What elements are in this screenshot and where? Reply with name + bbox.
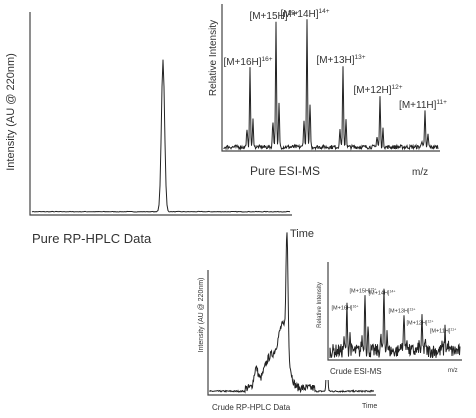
- charge: 14+: [389, 290, 395, 294]
- y-label: Relative Intensity: [317, 282, 323, 328]
- peak-label: [M+14H]14+: [369, 290, 396, 297]
- y-label: Relative Intensity: [208, 20, 219, 96]
- peak-label: [M+16H]16+: [223, 56, 272, 68]
- x-label: Time: [362, 403, 377, 410]
- x-label: Time: [290, 228, 314, 240]
- charge: 16+: [352, 305, 358, 309]
- ion: [M+13H]: [316, 55, 354, 66]
- charge: 12+: [392, 84, 403, 91]
- ion: [M+12H]: [407, 321, 428, 327]
- peak-label: [M+14H]14+: [280, 8, 329, 20]
- caption: Pure ESI-MS: [250, 164, 320, 178]
- inset-bg: [312, 258, 464, 380]
- inset-bg: [206, 2, 442, 180]
- axes: [29, 12, 292, 216]
- peak-label: [M+13H]13+: [316, 54, 365, 66]
- ion: [M+16H]: [223, 57, 261, 68]
- ion: [M+14H]: [369, 291, 390, 297]
- ion: [M+13H]: [389, 309, 410, 315]
- ion: [M+12H]: [353, 85, 391, 96]
- ion: [M+15H]: [350, 289, 371, 295]
- ion: [M+15H]: [249, 11, 287, 22]
- y-label: Intensity (AU @ 220nm): [5, 53, 17, 171]
- bottom-ms: Relative Intensity Crude ESI-MS m/z [M+1…: [312, 258, 464, 380]
- trace: [223, 19, 439, 151]
- caption: Pure RP-HPLC Data: [32, 231, 152, 246]
- x-label: m/z: [412, 167, 428, 178]
- charge: 15+: [370, 288, 376, 292]
- top-ms: Relative Intensity Pure ESI-MS m/z [M+16…: [206, 2, 447, 180]
- trace: [329, 288, 461, 358]
- caption: Crude ESI-MS: [330, 367, 382, 376]
- charge: 16+: [262, 56, 273, 63]
- peak-label: [M+13H]13+: [389, 308, 416, 315]
- peak-label: [M+11H]11+: [430, 328, 456, 335]
- y-label: Intensity (AU @ 220nm): [198, 278, 205, 353]
- trace: [209, 232, 374, 394]
- charge: 13+: [409, 308, 415, 312]
- peak-label: [M+16H]16+: [332, 305, 359, 312]
- ion: [M+11H]: [399, 100, 437, 111]
- x-label: m/z: [448, 368, 458, 374]
- charge: 15+: [288, 10, 299, 17]
- ion: [M+14H]: [280, 9, 318, 20]
- charge: 14+: [319, 8, 330, 15]
- caption: Crude RP-HPLC Data: [212, 403, 291, 412]
- charge: 11+: [436, 99, 447, 106]
- peak-label: [M+12H]12+: [353, 84, 402, 96]
- top-hplc: Intensity (AU @ 220nm) Pure RP-HPLC Data…: [5, 12, 314, 246]
- peak-label: [M+12H]12+: [407, 320, 434, 327]
- peak-label: [M+15H]15+: [249, 10, 298, 22]
- axes: [207, 270, 376, 396]
- peak-label: [M+11H]11+: [399, 99, 447, 111]
- charge: 11+: [450, 328, 456, 332]
- ion: [M+16H]: [332, 306, 353, 312]
- bottom-hplc: Intensity (AU @ 220nm) Crude RP-HPLC Dat…: [198, 232, 377, 412]
- trace: [31, 59, 291, 213]
- axes: [327, 262, 462, 361]
- peak-label: [M+15H]15+: [350, 288, 377, 295]
- ion: [M+11H]: [430, 329, 451, 335]
- charge: 13+: [355, 54, 366, 61]
- axes: [221, 4, 440, 152]
- charge: 12+: [427, 320, 433, 324]
